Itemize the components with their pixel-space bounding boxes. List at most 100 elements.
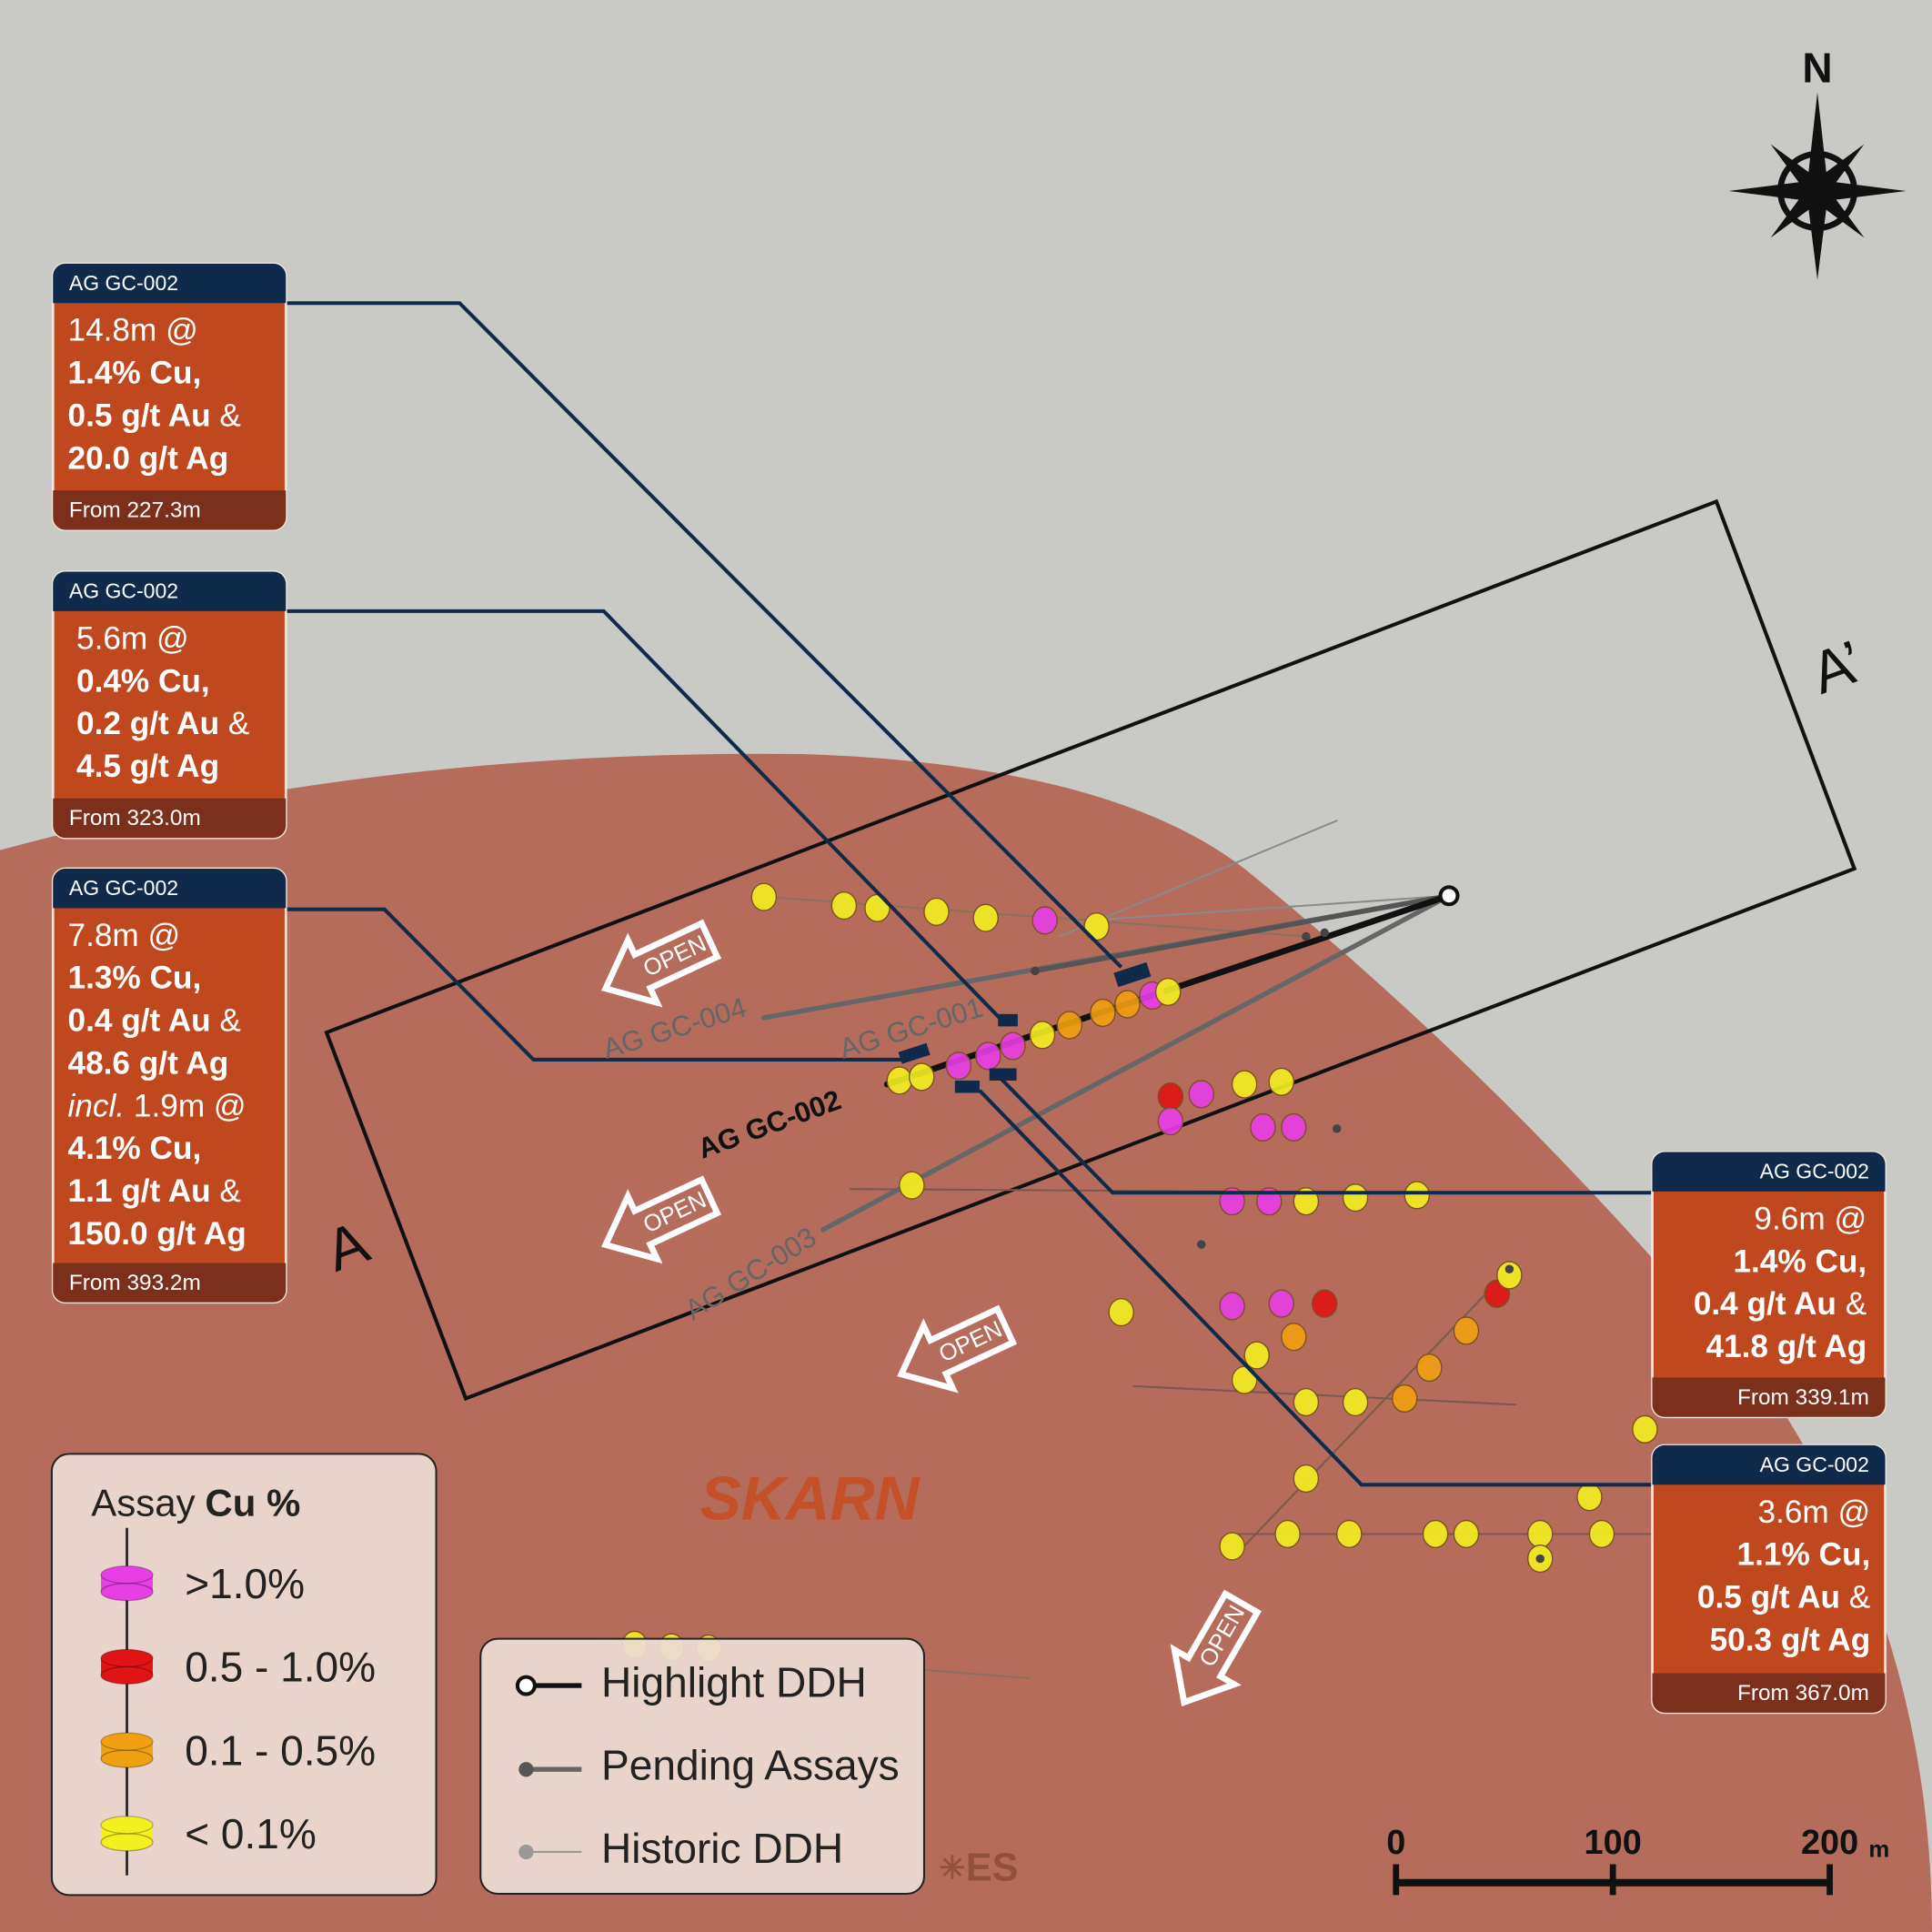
callout-header bbox=[1652, 1152, 1886, 1192]
collar bbox=[1504, 1264, 1514, 1273]
compass: N bbox=[1728, 45, 1907, 280]
legend-label: 0.1 - 0.5% bbox=[185, 1726, 376, 1774]
leader-line bbox=[978, 1089, 1653, 1487]
callout: AG GC-002 14.8m @ 1.4% Cu, 0.5 g/t Au & 20.0… bbox=[51, 262, 287, 531]
leader-line bbox=[999, 1076, 1653, 1195]
callout-line: 41.8 g/t Ag bbox=[1706, 1329, 1867, 1364]
callout-from: From 339.1m bbox=[1737, 1385, 1869, 1410]
collar bbox=[1535, 1554, 1545, 1564]
legend-label: < 0.1% bbox=[185, 1810, 317, 1857]
legend-cylinder-top bbox=[100, 1732, 154, 1751]
callout-footer bbox=[1652, 1377, 1886, 1417]
legend-cylinder-base bbox=[100, 1665, 154, 1685]
assay-interval bbox=[1090, 998, 1116, 1028]
assay-interval bbox=[1336, 1519, 1363, 1549]
collar bbox=[1320, 928, 1329, 938]
legend-cylinder-top bbox=[100, 1565, 154, 1585]
callout-footer bbox=[53, 798, 287, 839]
callout-text: 9.6m @ bbox=[1754, 1202, 1867, 1237]
assay-interval bbox=[1219, 1292, 1245, 1321]
callout-text: 1.9m @ bbox=[125, 1089, 247, 1124]
callout-text: 1.1% Cu, bbox=[1737, 1537, 1871, 1573]
skarn-zone bbox=[0, 753, 1932, 1932]
assay-legend-box bbox=[50, 1453, 438, 1897]
callout-text: 4.1% Cu, bbox=[68, 1131, 202, 1166]
compass-point bbox=[1807, 92, 1827, 191]
interval-marker bbox=[954, 1080, 980, 1093]
legend-cylinder-base bbox=[100, 1582, 154, 1602]
ddh-legend-box bbox=[479, 1637, 925, 1896]
assay-interval bbox=[1029, 1021, 1056, 1050]
callout-line: 0.5 g/t Au & bbox=[68, 398, 241, 434]
callout-line: 5.6m @ bbox=[76, 621, 189, 657]
assay-interval bbox=[1243, 1341, 1270, 1370]
callout-text: 0.4% Cu, bbox=[76, 664, 210, 699]
legend-cylinder-top bbox=[100, 1648, 154, 1668]
interval-marker bbox=[898, 1042, 931, 1064]
assay-interval bbox=[1311, 1289, 1338, 1318]
callout-line: 0.4% Cu, bbox=[76, 664, 210, 699]
callout-text: & bbox=[211, 1003, 241, 1039]
assay-interval bbox=[1268, 1067, 1294, 1096]
assay-interval bbox=[1416, 1353, 1443, 1383]
callout-line: 1.3% Cu, bbox=[68, 961, 202, 996]
assay-interval bbox=[1114, 990, 1141, 1019]
compass-point bbox=[1817, 181, 1907, 201]
callout-hole: AG GC-002 bbox=[1760, 1160, 1869, 1183]
callout-line: 50.3 g/t Ag bbox=[1710, 1623, 1871, 1658]
callout-text: 0.4 g/t Au bbox=[68, 1003, 211, 1039]
callout-from: From 367.0m bbox=[1737, 1681, 1869, 1706]
callout-text: 7.8m @ bbox=[68, 918, 181, 953]
callout-hole: AG GC-002 bbox=[69, 579, 178, 603]
callout-text: 20.0 g/t Ag bbox=[68, 441, 229, 477]
legend-label: Pending Assays bbox=[601, 1742, 900, 1789]
legend-label: Historic DDH bbox=[601, 1825, 843, 1872]
assay-interval bbox=[1154, 977, 1182, 1007]
callouts: AG GC-002 14.8m @ 1.4% Cu, 0.5 g/t Au & 20.0… bbox=[51, 262, 1887, 1715]
assay-interval bbox=[1293, 1387, 1320, 1417]
leader-line bbox=[286, 301, 1123, 969]
assay-interval bbox=[1422, 1519, 1449, 1549]
compass-point bbox=[1817, 144, 1865, 191]
callout-text: & bbox=[211, 1173, 241, 1209]
assay-interval bbox=[899, 1171, 925, 1200]
compass-point bbox=[1770, 190, 1818, 238]
callout-text: 48.6 g/t Ag bbox=[68, 1046, 229, 1082]
section-box bbox=[324, 498, 1857, 1402]
callout-from: From 323.0m bbox=[69, 806, 201, 830]
interval-marker bbox=[989, 1068, 1017, 1081]
ddh-legend-items: Highlight DDH Pending Assays Historic DDH bbox=[601, 1658, 900, 1872]
compass-point bbox=[1770, 144, 1818, 191]
assay-interval bbox=[1576, 1483, 1603, 1512]
callout-text: & bbox=[211, 398, 241, 434]
legend-label: Highlight DDH bbox=[601, 1658, 867, 1706]
callout-body bbox=[1651, 1151, 1887, 1419]
assay-interval bbox=[1157, 1107, 1184, 1136]
callout-text: 150.0 g/t Ag bbox=[68, 1216, 247, 1252]
callout-line: 7.8m @ bbox=[68, 918, 181, 953]
scale-label: 100 bbox=[1585, 1824, 1642, 1862]
callout-header bbox=[53, 868, 287, 909]
callout-body bbox=[51, 262, 287, 531]
callout-text: 3.6m @ bbox=[1757, 1494, 1870, 1530]
compass-point bbox=[1817, 190, 1865, 238]
callout-text: 4.5 g/t Ag bbox=[76, 749, 219, 784]
legend-title-text: Assay bbox=[91, 1481, 195, 1524]
assay-interval bbox=[975, 1041, 1001, 1071]
scale-bar: 0 100 200 m bbox=[1386, 1824, 1889, 1896]
logo: ✳ES bbox=[939, 1846, 1018, 1890]
legend-cylinder-base bbox=[100, 1833, 154, 1852]
callout-line: 20.0 g/t Ag bbox=[68, 441, 229, 477]
assay-interval bbox=[1453, 1519, 1480, 1549]
assay-interval bbox=[886, 1066, 913, 1095]
callout-text: 1.4% Cu, bbox=[68, 356, 202, 391]
leader-line bbox=[286, 907, 906, 1062]
assay-interval bbox=[1219, 1532, 1245, 1561]
assay-interval bbox=[1108, 1298, 1134, 1327]
callout-footer bbox=[53, 1263, 287, 1303]
callout-text: 0.5 g/t Au bbox=[1697, 1580, 1840, 1615]
collar bbox=[1031, 966, 1040, 976]
callout-from: From 393.2m bbox=[69, 1271, 201, 1295]
callout-text: & bbox=[1836, 1286, 1867, 1322]
